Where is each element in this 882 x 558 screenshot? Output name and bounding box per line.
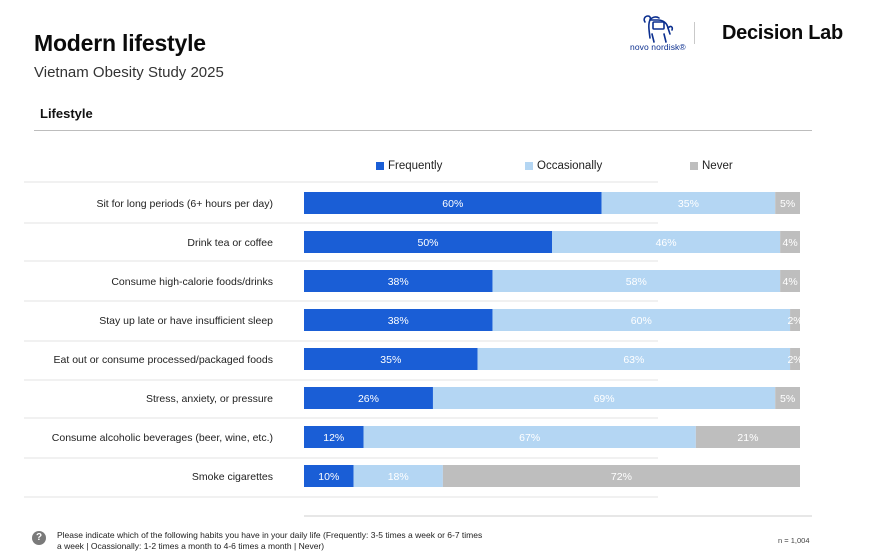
data-label: 63% xyxy=(623,354,644,366)
logo-divider xyxy=(694,22,695,44)
bar-segment-frequently xyxy=(304,387,433,409)
bar-segment-frequently xyxy=(304,426,364,448)
novo-nordisk-logo xyxy=(643,15,674,43)
data-label: 50% xyxy=(417,237,438,249)
bar-segment-frequently xyxy=(304,465,354,487)
legend-label-frequently: Frequently xyxy=(388,160,443,172)
category-label: Sit for long periods (6+ hours per day) xyxy=(96,198,273,210)
legend-label-occasionally: Occasionally xyxy=(537,160,603,172)
bar-segment-occasionally xyxy=(601,192,776,214)
bar-segment-never xyxy=(442,465,800,487)
data-label: 18% xyxy=(388,471,409,483)
data-label: 35% xyxy=(678,198,699,210)
data-label: 38% xyxy=(388,315,409,327)
legend-swatch-frequently xyxy=(376,162,384,170)
data-label: 67% xyxy=(519,432,540,444)
bar-segment-never xyxy=(790,348,800,370)
bar-segment-never xyxy=(775,192,800,214)
legend-label-never: Never xyxy=(702,160,733,172)
novo-nordisk-wordmark: novo nordisk® xyxy=(630,42,686,52)
data-label: 4% xyxy=(782,276,797,288)
bar-segment-frequently xyxy=(304,348,478,370)
decision-lab-logo: Decision Lab xyxy=(722,22,843,44)
question-icon: ? xyxy=(32,531,46,545)
data-label: 60% xyxy=(442,198,463,210)
bar-segment-never xyxy=(780,270,800,292)
data-label: 4% xyxy=(782,237,797,249)
question-footnote: Please indicate which of the following h… xyxy=(57,530,483,551)
data-label: 21% xyxy=(737,432,758,444)
bar-segment-occasionally xyxy=(492,309,791,331)
data-label: 69% xyxy=(594,393,615,405)
bar-segment-occasionally xyxy=(552,231,781,253)
bar-segment-frequently xyxy=(304,192,602,214)
data-label: 72% xyxy=(611,471,632,483)
data-label: 46% xyxy=(656,237,677,249)
data-label: 60% xyxy=(631,315,652,327)
legend-item-never: Never xyxy=(690,160,733,172)
bar-segment-frequently xyxy=(304,231,552,253)
data-label: 2% xyxy=(787,354,802,366)
category-label: Consume alcoholic beverages (beer, wine,… xyxy=(52,432,273,444)
bar-segment-frequently xyxy=(304,270,493,292)
data-label: 35% xyxy=(380,354,401,366)
section-divider xyxy=(34,130,812,131)
category-label: Eat out or consume processed/packaged fo… xyxy=(54,354,273,366)
bar-segment-frequently xyxy=(304,309,493,331)
data-label: 26% xyxy=(358,393,379,405)
bar-segment-occasionally xyxy=(477,348,791,370)
legend-item-frequently: Frequently xyxy=(376,160,442,172)
category-label: Smoke cigarettes xyxy=(192,471,273,483)
page-title: Modern lifestyle xyxy=(34,30,206,56)
section-title: Lifestyle xyxy=(40,106,93,121)
data-label: 2% xyxy=(787,315,802,327)
bar-segment-occasionally xyxy=(353,465,443,487)
category-label: Drink tea or coffee xyxy=(187,237,273,249)
sample-size: n = 1,004 xyxy=(778,536,810,545)
bar-segment-never xyxy=(775,387,800,409)
data-label: 10% xyxy=(318,471,339,483)
page-subtitle: Vietnam Obesity Study 2025 xyxy=(34,64,224,81)
data-label: 58% xyxy=(626,276,647,288)
legend-swatch-never xyxy=(690,162,698,170)
legend-item-occasionally: Occasionally xyxy=(525,160,602,172)
data-label: 12% xyxy=(323,432,344,444)
bar-segment-never xyxy=(780,231,800,253)
category-label: Stay up late or have insufficient sleep xyxy=(99,315,273,327)
data-label: 5% xyxy=(780,198,795,210)
legend-swatch-occasionally xyxy=(525,162,533,170)
bar-segment-occasionally xyxy=(492,270,781,292)
bar-segment-never xyxy=(790,309,800,331)
bar-segment-occasionally xyxy=(432,387,776,409)
category-label: Stress, anxiety, or pressure xyxy=(146,393,273,405)
data-label: 38% xyxy=(388,276,409,288)
category-label: Consume high-calorie foods/drinks xyxy=(111,276,273,288)
data-label: 5% xyxy=(780,393,795,405)
bar-segment-never xyxy=(695,426,800,448)
bar-segment-occasionally xyxy=(363,426,696,448)
